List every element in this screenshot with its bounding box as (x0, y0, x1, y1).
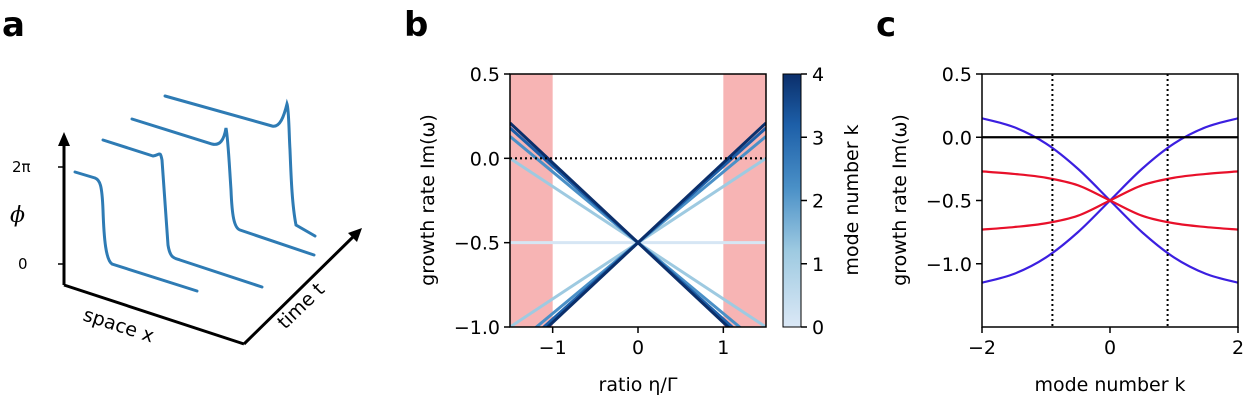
kink-curve-4 (163, 94, 317, 238)
xtick-label-c-0: −2 (968, 337, 996, 359)
panel-label-c: c (876, 5, 896, 45)
ytick-label-c-3: −1.0 (926, 254, 972, 276)
panel-label-b: b (404, 5, 428, 45)
dispersion-curves (982, 74, 1238, 327)
cbtick-label-1: 3 (812, 127, 824, 149)
panel-c: c −2 0 2 0.5 0.0 −0.5 −1.0 mode number k growt… (876, 5, 1244, 396)
growth-rate-lines (510, 121, 766, 327)
shaded-region-1 (723, 74, 766, 327)
tick-label-2pi: 2π (12, 158, 31, 176)
cbtick-label-4: 0 (812, 317, 824, 339)
kink-curve-1 (73, 170, 199, 293)
xtick-label-b-1: 0 (632, 337, 644, 359)
time-axis-arrow (348, 228, 362, 242)
ytick-label-b-2: −0.5 (454, 233, 500, 255)
cbtick-label-3: 1 (812, 254, 824, 276)
panel-a: a 2π 0 ϕ space x time t (2, 5, 362, 347)
ticks-c: −2 0 2 0.5 0.0 −0.5 −1.0 (926, 64, 1244, 359)
phi-axis-arrow (58, 132, 70, 146)
xtick-label-b-2: 1 (717, 337, 729, 359)
ytick-label-c-2: −0.5 (926, 191, 972, 213)
space-axis (63, 283, 245, 346)
ylabel-b: growth rate Im(ω) (417, 114, 439, 286)
xlabel-c: mode number k (1034, 374, 1185, 396)
xtick-label-c-2: 2 (1232, 337, 1244, 359)
xtick-label-c-1: 0 (1104, 337, 1116, 359)
ytick-label-c-1: 0.0 (942, 127, 972, 149)
shaded-region-0 (510, 74, 553, 327)
kink-curve-2 (101, 138, 264, 289)
xlabel-b: ratio η/Γ (599, 374, 678, 396)
panel-b: b −1 0 1 0.5 0.0 −0.5 −1.0 ratio η/Γ growth ra… (404, 5, 863, 396)
tick-label-0: 0 (18, 255, 28, 273)
colorbar-ticks: 4 3 2 1 0 (801, 64, 824, 339)
time-axis (242, 231, 359, 346)
panel-label-a: a (2, 5, 25, 45)
instability-shading (510, 74, 766, 327)
cbtick-label-2: 2 (812, 191, 824, 213)
cbtick-label-0: 4 (812, 64, 824, 86)
phi-label: ϕ (10, 203, 25, 228)
kink-curve-3 (130, 117, 316, 257)
ticks-b: −1 0 1 0.5 0.0 −0.5 −1.0 (454, 64, 730, 359)
curve-red-3 (982, 170, 1238, 231)
ytick-label-b-1: 0.0 (470, 148, 500, 170)
ytick-label-c-0: 0.5 (942, 64, 972, 86)
xtick-label-b-0: −1 (539, 337, 567, 359)
ytick-label-b-3: −1.0 (454, 317, 500, 339)
colorbar (782, 73, 802, 328)
colorbar-label: mode number k (841, 124, 863, 275)
ytick-label-b-0: 0.5 (470, 64, 500, 86)
line-k4-1 (545, 121, 766, 327)
ylabel-c: growth rate Im(ω) (889, 114, 911, 286)
